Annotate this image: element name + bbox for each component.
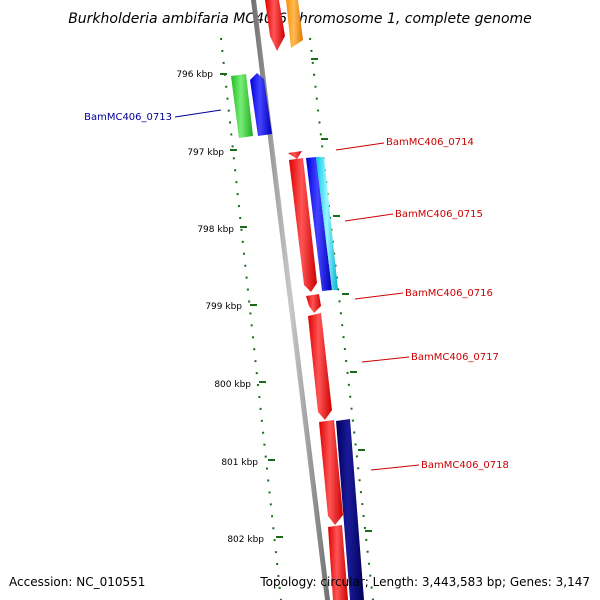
leader-line (344, 213, 394, 222)
gene-arrow-red[interactable] (319, 420, 343, 525)
gene-labels: BamMC406_0713 BamMC406_0714 BamMC406_071… (84, 109, 509, 471)
gene-label-0713[interactable]: BamMC406_0713 (84, 112, 172, 123)
leader-line (335, 142, 385, 151)
leader-line (361, 356, 410, 363)
gene-label-0716[interactable]: BamMC406_0716 (405, 288, 493, 299)
leader-line (370, 464, 420, 471)
gene-arrow-red[interactable] (289, 158, 317, 292)
gene-arrow-orange[interactable] (286, 0, 303, 48)
accession-text: Accession: NC_010551 (9, 575, 145, 589)
gene-arrow-cyan[interactable] (316, 157, 338, 290)
kbp-tick-label: 802 kbp (227, 535, 264, 545)
gene-label-0714[interactable]: BamMC406_0714 (386, 137, 474, 148)
kbp-tick-label: 798 kbp (197, 225, 234, 235)
gene-arrow-red[interactable] (265, 0, 285, 51)
kbp-labels: 796 kbp 797 kbp 798 kbp 799 kbp 800 kbp … (176, 70, 264, 545)
gene-arrow-blue[interactable] (250, 73, 272, 136)
major-ticks-right (311, 58, 372, 532)
gene-arrow-red[interactable] (328, 525, 348, 600)
gene-arrow-green[interactable] (231, 74, 253, 138)
genome-backbone (251, 0, 330, 600)
gene-features (231, 0, 364, 600)
kbp-tick-label: 799 kbp (205, 302, 242, 312)
gene-arrow-blue[interactable] (306, 157, 332, 291)
kbp-tick-label: 801 kbp (221, 458, 258, 468)
leader-line (354, 292, 404, 300)
gene-label-0717[interactable]: BamMC406_0717 (411, 352, 499, 363)
gene-arrow-red[interactable] (308, 313, 332, 420)
gene-arrow-red-small[interactable] (288, 151, 302, 159)
leader-line (174, 109, 222, 118)
topology-text: Topology: circular; Length: 3,443,583 bp… (259, 575, 590, 589)
kbp-tick-label: 800 kbp (214, 380, 251, 390)
gene-label-0715[interactable]: BamMC406_0715 (395, 209, 483, 220)
kbp-tick-label: 797 kbp (187, 148, 224, 158)
gene-label-0718[interactable]: BamMC406_0718 (421, 460, 509, 471)
major-ticks-left (220, 73, 283, 538)
gene-arrow-red[interactable] (306, 294, 321, 313)
kbp-tick-label: 796 kbp (176, 70, 213, 80)
gene-arrow-navy[interactable] (336, 419, 364, 600)
